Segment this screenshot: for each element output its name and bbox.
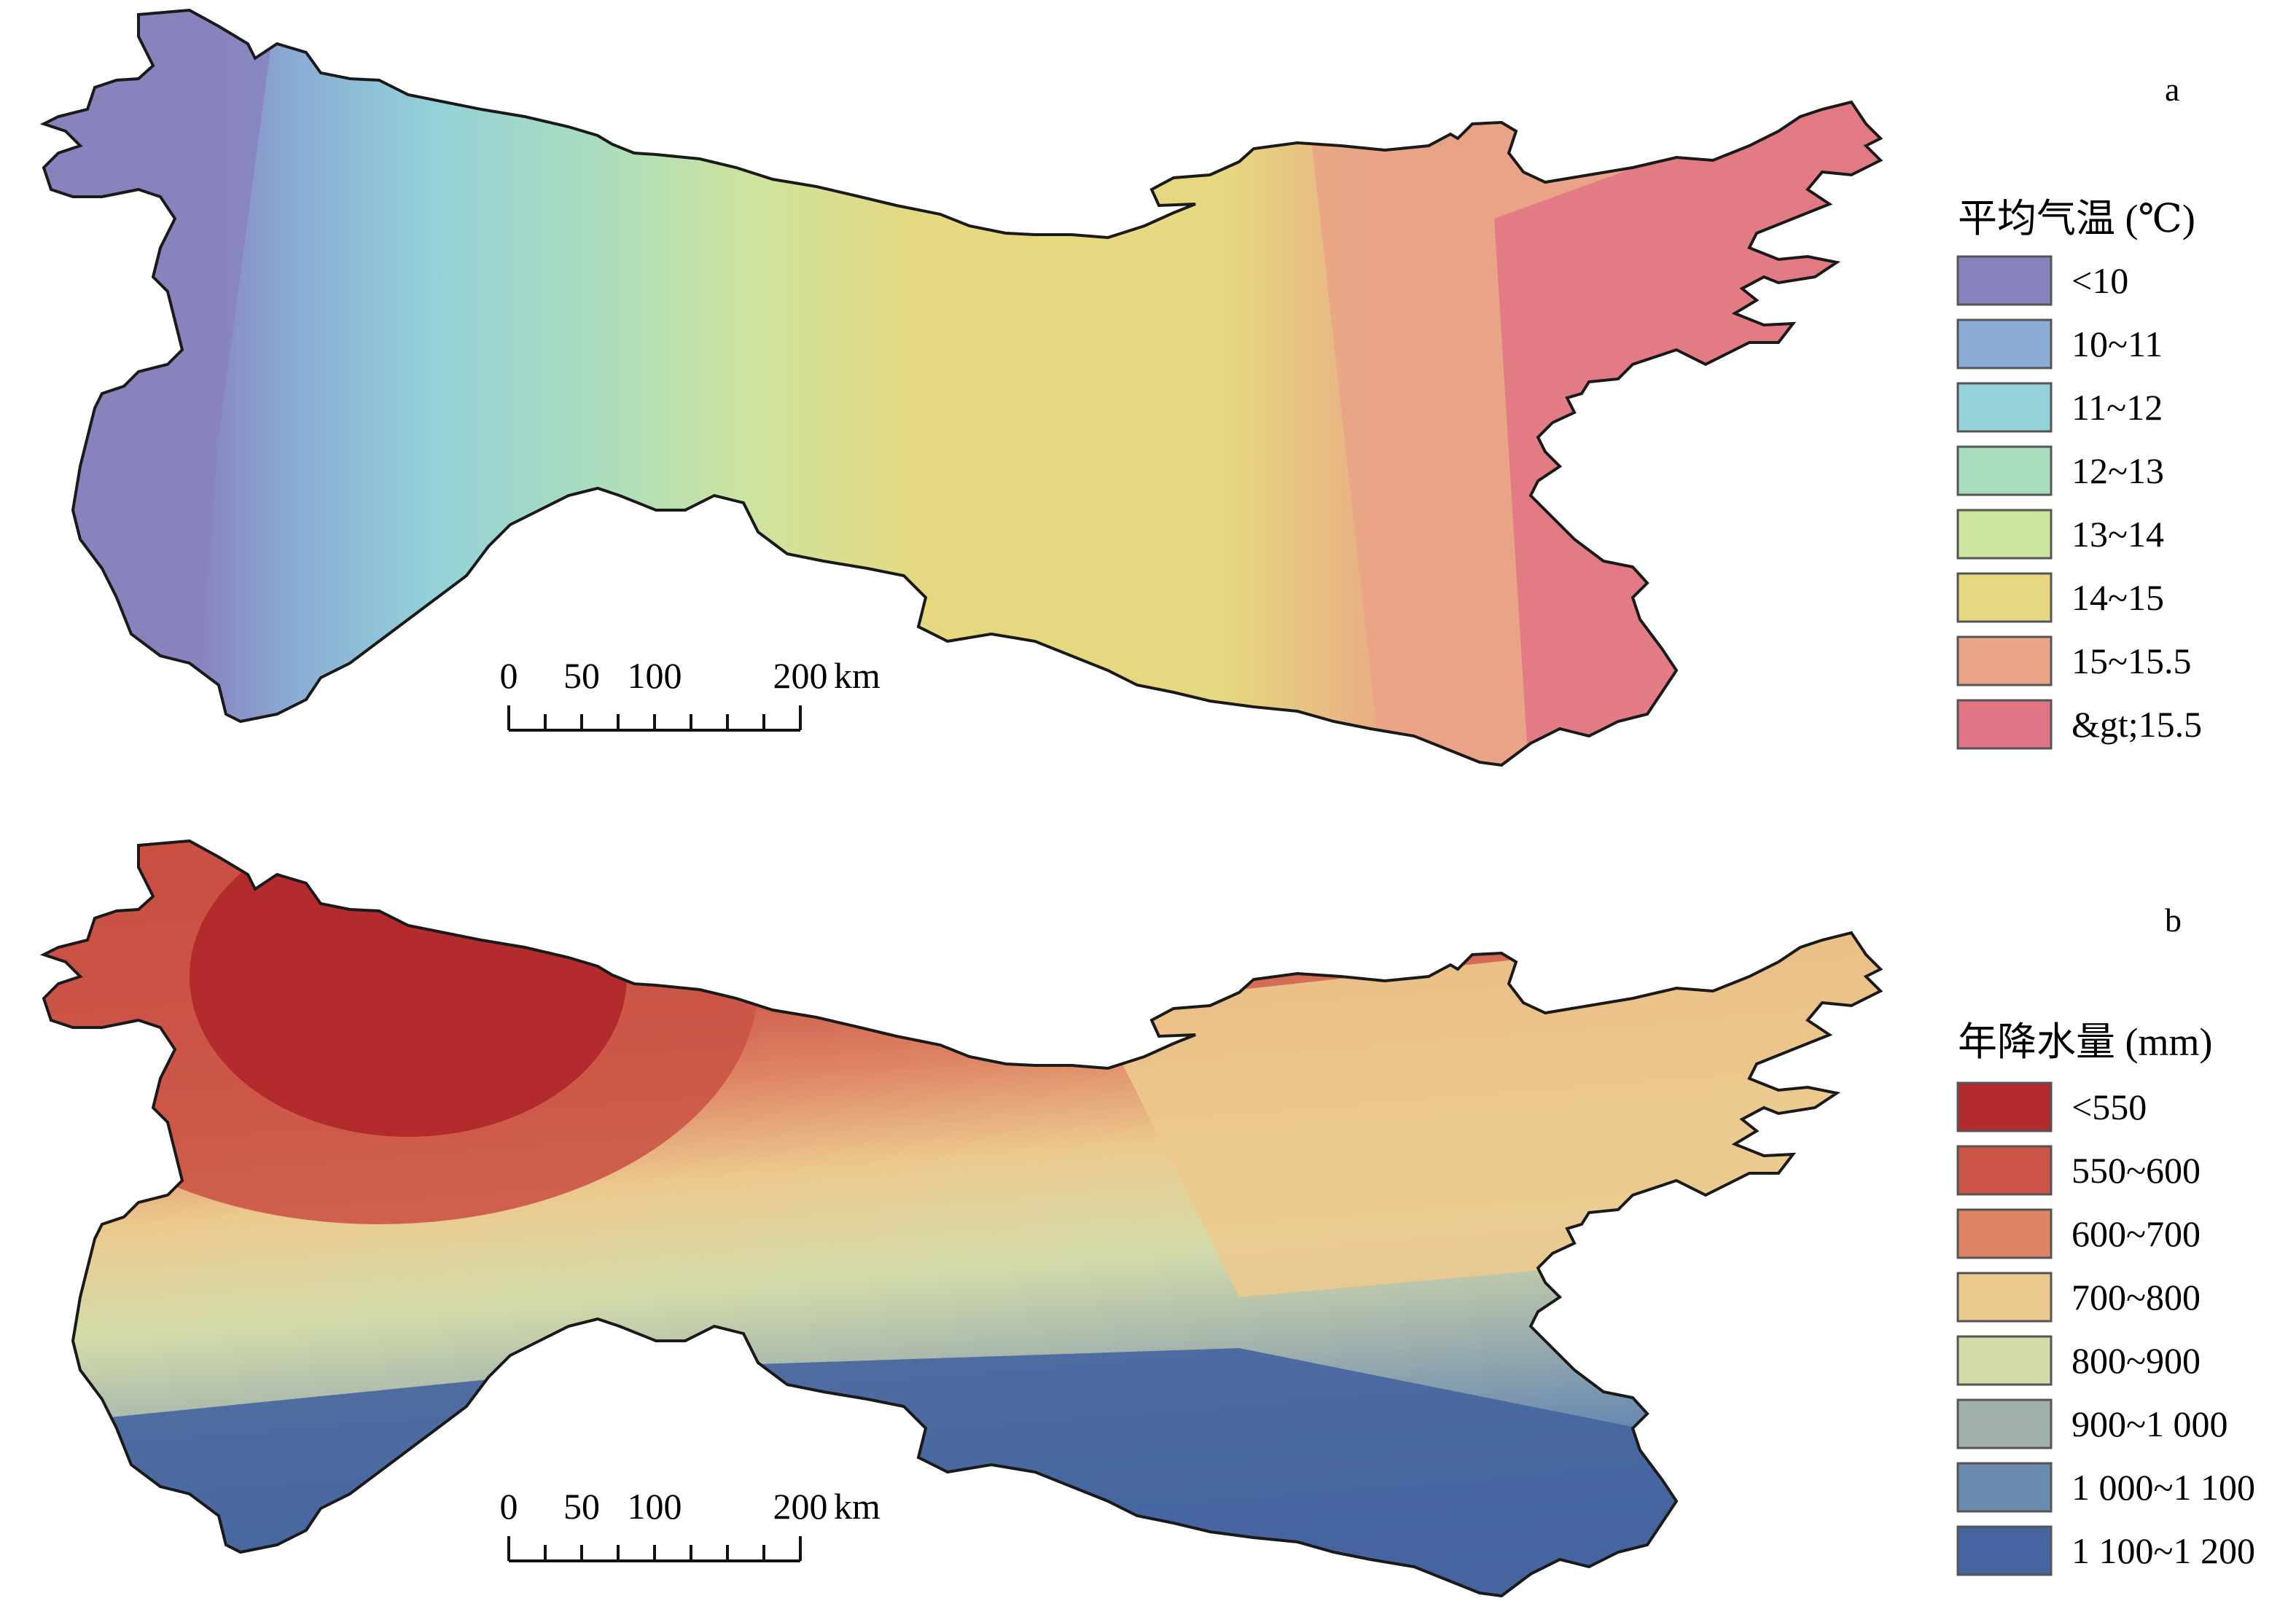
- legend-swatch: [1956, 318, 2053, 369]
- legend-title-b: 年降水量 (mm): [1958, 1020, 2212, 1064]
- map-a-outline: [39, 8, 1883, 767]
- panel-letter-a: a: [2165, 71, 2179, 108]
- scale-bar-b: 0 50 100 200 km: [500, 1486, 880, 1562]
- legend-swatch: [1956, 635, 2053, 686]
- scale-bar-label: 200: [773, 655, 828, 696]
- legend-swatch: [1956, 1272, 2053, 1323]
- scale-bar-label: 50: [563, 1486, 600, 1527]
- legend-label: 14~15: [2072, 577, 2164, 618]
- legend-label: 11~12: [2072, 387, 2163, 428]
- legend-label: <10: [2072, 260, 2128, 301]
- scale-bar-unit: km: [834, 1486, 880, 1527]
- legend-label: <550: [2072, 1087, 2147, 1127]
- legend-swatch: [1956, 445, 2053, 496]
- legend-swatch: [1956, 1208, 2053, 1259]
- scale-bar-label: 50: [563, 655, 600, 696]
- legend-label: 550~600: [2072, 1150, 2201, 1191]
- map-b: [42, 839, 1882, 1597]
- legend-label: 700~800: [2072, 1277, 2201, 1318]
- legend-swatch: [1956, 1462, 2053, 1513]
- legend-a: <10 10~11 11~12 12~13 13~14 14~15 15~15.5&gt;1…: [1956, 255, 2202, 750]
- legend-swatch: [1956, 1145, 2053, 1196]
- legend-swatch: [1956, 1335, 2053, 1386]
- legend-b: <550 550~600 600~700 700~800 800~900 900~1 00…: [1956, 1081, 2255, 1576]
- legend-label: 600~700: [2072, 1213, 2201, 1254]
- legend-label: 1 000~1 100: [2072, 1467, 2255, 1508]
- temperature-surface: [44, 10, 1881, 765]
- legend-swatch: [1956, 1525, 2053, 1576]
- map-a: [39, 8, 1883, 767]
- legend-swatch: [1956, 1398, 2053, 1449]
- scale-bar-label: 100: [628, 655, 682, 696]
- scale-bar-unit: km: [834, 655, 880, 696]
- legend-title-a: 平均气温 (℃): [1958, 197, 2195, 240]
- scale-bar-a: 0 50 100 200 km: [500, 655, 880, 732]
- legend-swatch: [1956, 699, 2053, 750]
- scale-bar-label: 200: [773, 1486, 828, 1527]
- legend-swatch: [1956, 572, 2053, 623]
- legend-label: &gt;15.5: [2072, 704, 2202, 745]
- precip-class-lt-550: [190, 841, 627, 1137]
- scale-bar-label: 0: [500, 1486, 518, 1527]
- legend-label: 800~900: [2072, 1340, 2201, 1381]
- precip-class-700-800-east: [1093, 918, 1881, 1297]
- scale-bar-label: 100: [628, 1486, 682, 1527]
- legend-label: 13~14: [2072, 514, 2164, 555]
- legend-swatch: [1956, 255, 2053, 306]
- legend-label: 10~11: [2072, 324, 2163, 364]
- legend-label: 12~13: [2072, 450, 2164, 491]
- legend-swatch: [1956, 1081, 2053, 1132]
- scale-bar-label: 0: [500, 655, 518, 696]
- legend-swatch: [1956, 509, 2053, 560]
- panel-letter-b: b: [2165, 901, 2182, 939]
- legend-label: 15~15.5: [2072, 641, 2192, 681]
- legend-swatch: [1956, 382, 2053, 433]
- legend-label: 900~1 000: [2072, 1404, 2228, 1444]
- legend-label: 1 100~1 200: [2072, 1530, 2255, 1571]
